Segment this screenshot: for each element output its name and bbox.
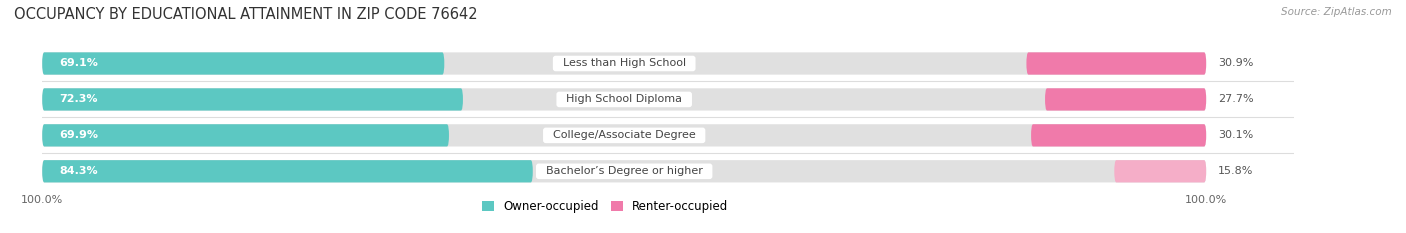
Text: 69.9%: 69.9% xyxy=(59,130,98,140)
Text: Bachelor’s Degree or higher: Bachelor’s Degree or higher xyxy=(538,166,710,176)
FancyBboxPatch shape xyxy=(1115,160,1206,182)
Text: Source: ZipAtlas.com: Source: ZipAtlas.com xyxy=(1281,7,1392,17)
FancyBboxPatch shape xyxy=(1045,88,1206,111)
Text: 69.1%: 69.1% xyxy=(59,58,98,69)
FancyBboxPatch shape xyxy=(42,160,1206,182)
Text: Less than High School: Less than High School xyxy=(555,58,693,69)
FancyBboxPatch shape xyxy=(42,160,533,182)
Text: 15.8%: 15.8% xyxy=(1218,166,1253,176)
Text: 30.9%: 30.9% xyxy=(1218,58,1253,69)
FancyBboxPatch shape xyxy=(42,124,449,147)
Text: 27.7%: 27.7% xyxy=(1218,94,1254,104)
Text: High School Diploma: High School Diploma xyxy=(560,94,689,104)
Legend: Owner-occupied, Renter-occupied: Owner-occupied, Renter-occupied xyxy=(478,195,733,218)
FancyBboxPatch shape xyxy=(42,52,444,75)
Text: College/Associate Degree: College/Associate Degree xyxy=(546,130,703,140)
Text: OCCUPANCY BY EDUCATIONAL ATTAINMENT IN ZIP CODE 76642: OCCUPANCY BY EDUCATIONAL ATTAINMENT IN Z… xyxy=(14,7,478,22)
FancyBboxPatch shape xyxy=(42,52,1206,75)
Text: 84.3%: 84.3% xyxy=(59,166,98,176)
FancyBboxPatch shape xyxy=(1031,124,1206,147)
FancyBboxPatch shape xyxy=(1026,52,1206,75)
Text: 72.3%: 72.3% xyxy=(59,94,98,104)
FancyBboxPatch shape xyxy=(42,124,1206,147)
FancyBboxPatch shape xyxy=(42,88,1206,111)
Text: 30.1%: 30.1% xyxy=(1218,130,1253,140)
FancyBboxPatch shape xyxy=(42,88,463,111)
